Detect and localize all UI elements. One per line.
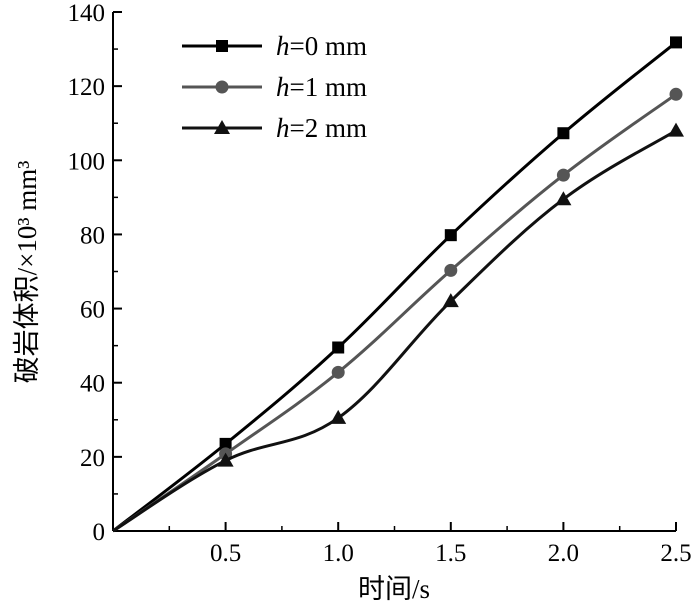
data-point	[669, 87, 683, 101]
series-2	[112, 122, 684, 533]
axes: 0 20 40 60 80 100 120 140 0.5 1.0 1.5 2.0 2.5	[68, 0, 692, 567]
series-line	[112, 129, 677, 533]
data-point	[668, 122, 684, 137]
series-line	[112, 41, 677, 533]
x-tick-label: 2.5	[660, 540, 691, 567]
legend-marker	[214, 120, 230, 134]
x-tick-label: 1.0	[323, 540, 354, 567]
legend-marker	[215, 80, 229, 94]
x-tick-label: 0.5	[210, 540, 241, 567]
y-tick-label: 20	[80, 445, 105, 472]
y-tick-label: 60	[80, 297, 105, 324]
y-tick-label: 40	[80, 371, 105, 398]
data-point	[670, 36, 682, 49]
y-tick-label: 140	[68, 0, 106, 27]
series-lines	[112, 36, 684, 533]
x-axis-title: 时间/s	[358, 574, 430, 604]
series-0	[112, 36, 682, 533]
series-1	[112, 87, 683, 533]
legend-item: h=1 mm	[182, 72, 367, 102]
legend-marker	[216, 40, 228, 52]
data-point	[331, 365, 345, 379]
data-point	[332, 341, 345, 354]
data-point	[444, 263, 458, 277]
legend-label: h=2 mm	[276, 113, 367, 143]
legend-item: h=0 mm	[182, 31, 367, 61]
data-point	[555, 191, 572, 206]
data-point	[217, 452, 234, 467]
legend-label: h=1 mm	[276, 72, 367, 102]
y-tick-label: 0	[93, 519, 106, 546]
data-point	[219, 437, 232, 450]
data-point	[330, 409, 347, 424]
data-point	[557, 127, 570, 140]
y-tick-label: 100	[68, 148, 106, 175]
series-line	[112, 93, 677, 533]
legend-item: h=2 mm	[182, 113, 367, 143]
data-point	[556, 168, 570, 182]
data-point	[442, 293, 459, 308]
legend: h=0 mm h=1 mm h=2 mm	[182, 31, 367, 143]
x-tick-label: 1.5	[435, 540, 466, 567]
y-axis-title: 破岩体积/×10³ mm³	[12, 161, 42, 384]
y-tick-label: 80	[80, 222, 105, 249]
x-tick-label: 2.0	[548, 540, 579, 567]
data-point	[444, 229, 457, 242]
y-tick-label: 120	[68, 74, 106, 101]
legend-label: h=0 mm	[276, 31, 367, 61]
